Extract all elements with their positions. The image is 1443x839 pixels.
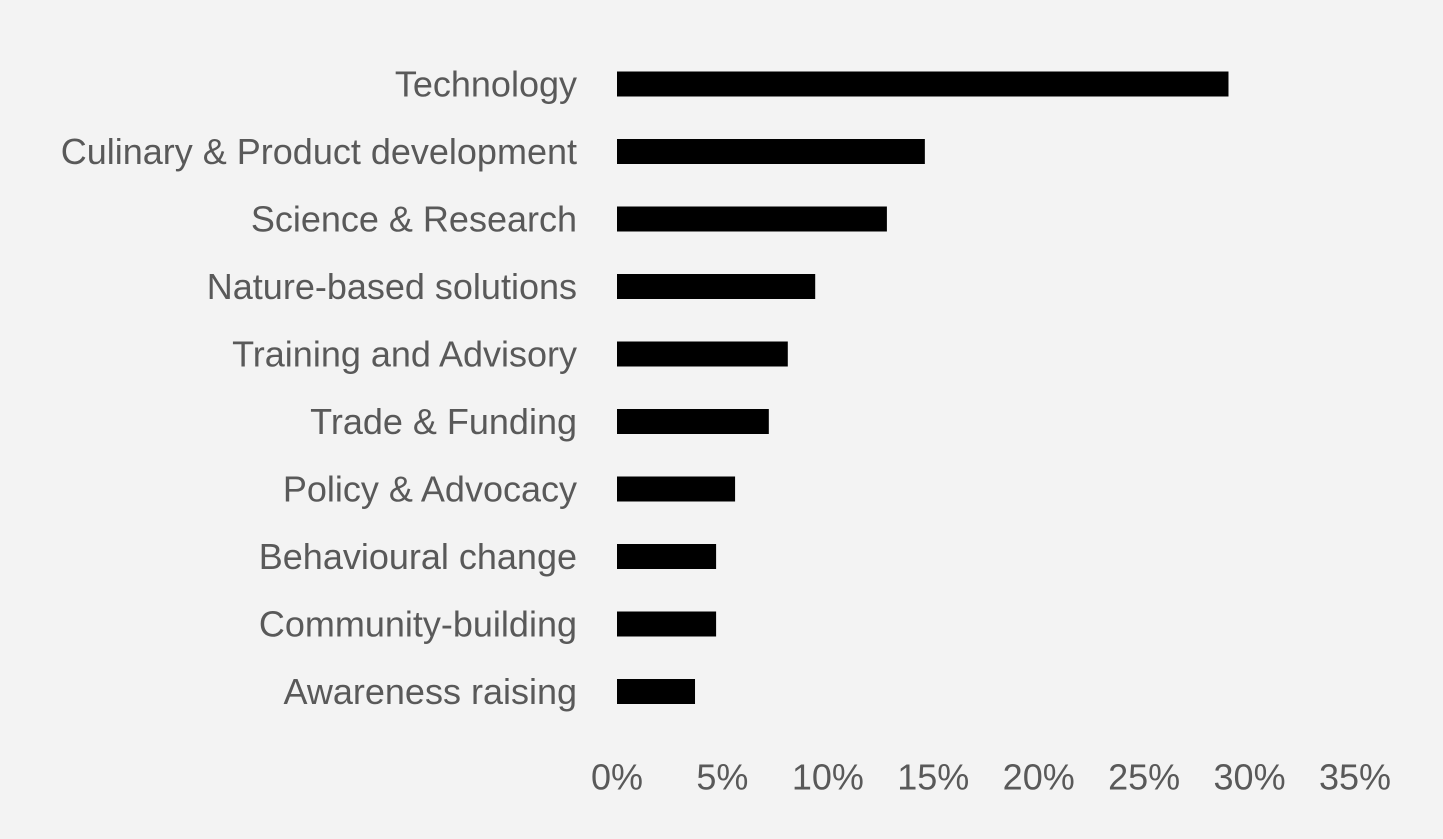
bar-behavioural-change: [617, 544, 717, 569]
category-label-awareness-raising: Awareness raising: [284, 671, 577, 712]
x-tick-label-0: 0%: [591, 757, 643, 798]
category-label-behavioural-change: Behavioural change: [259, 536, 577, 577]
x-tick-label-35: 35%: [1319, 757, 1391, 798]
x-tick-label-10: 10%: [792, 757, 864, 798]
x-tick-label-25: 25%: [1108, 757, 1180, 798]
category-label-nature-based-solutions: Nature-based solutions: [207, 266, 577, 307]
category-label-culinary-product-development: Culinary & Product development: [61, 131, 577, 172]
bar-culinary-product-development: [617, 139, 925, 164]
x-tick-label-30: 30%: [1214, 757, 1286, 798]
bars-layer: [617, 71, 1229, 704]
bar-nature-based-solutions: [617, 274, 816, 299]
x-tick-label-20: 20%: [1003, 757, 1075, 798]
category-label-policy-advocacy: Policy & Advocacy: [283, 469, 577, 510]
category-label-trade-funding: Trade & Funding: [310, 401, 577, 442]
bar-science-research: [617, 206, 887, 232]
category-label-science-research: Science & Research: [251, 199, 577, 240]
bar-policy-advocacy: [617, 476, 736, 502]
bar-technology: [617, 71, 1229, 97]
category-labels: Technology Culinary & Product development…: [61, 64, 577, 713]
category-label-training-and-advisory: Training and Advisory: [232, 334, 577, 375]
category-label-community-building: Community-building: [259, 604, 577, 645]
x-tick-label-5: 5%: [696, 757, 748, 798]
bar-awareness-raising: [617, 679, 696, 704]
bar-training-and-advisory: [617, 341, 788, 367]
x-tick-label-15: 15%: [897, 757, 969, 798]
bar-community-building: [617, 611, 717, 637]
x-axis-tick-labels: 0% 5% 10% 15% 20% 25% 30% 35%: [591, 757, 1391, 798]
category-label-technology: Technology: [395, 64, 577, 105]
bar-trade-funding: [617, 409, 769, 434]
